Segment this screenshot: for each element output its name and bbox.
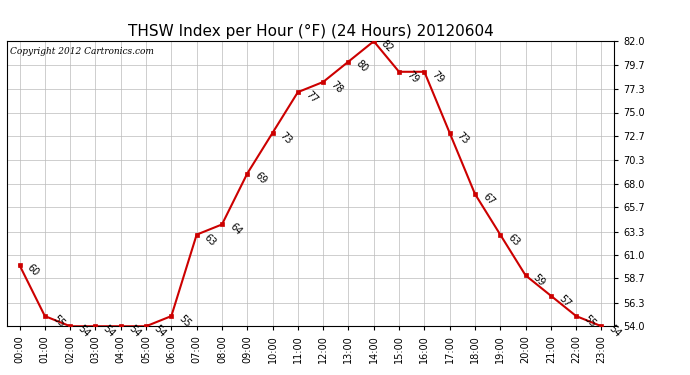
- Text: Copyright 2012 Cartronics.com: Copyright 2012 Cartronics.com: [10, 47, 154, 56]
- Text: 54: 54: [607, 324, 623, 339]
- Text: 63: 63: [202, 232, 218, 248]
- Text: 55: 55: [177, 313, 193, 329]
- Text: 57: 57: [556, 293, 572, 309]
- Text: 80: 80: [354, 59, 370, 75]
- Text: 77: 77: [304, 89, 319, 105]
- Text: 63: 63: [506, 232, 522, 248]
- Text: 54: 54: [152, 324, 168, 339]
- Text: 54: 54: [126, 324, 142, 339]
- Text: 55: 55: [582, 313, 598, 329]
- Text: 73: 73: [278, 130, 294, 146]
- Text: 54: 54: [101, 324, 117, 339]
- Text: 64: 64: [228, 222, 244, 237]
- Text: 59: 59: [531, 273, 547, 288]
- Title: THSW Index per Hour (°F) (24 Hours) 20120604: THSW Index per Hour (°F) (24 Hours) 2012…: [128, 24, 493, 39]
- Text: 79: 79: [404, 69, 420, 85]
- Text: 73: 73: [455, 130, 471, 146]
- Text: 79: 79: [430, 69, 446, 85]
- Text: 69: 69: [253, 171, 268, 186]
- Text: 67: 67: [480, 191, 496, 207]
- Text: 54: 54: [76, 324, 92, 339]
- Text: 60: 60: [25, 262, 41, 278]
- Text: 78: 78: [328, 79, 344, 95]
- Text: 82: 82: [380, 39, 395, 54]
- Text: 55: 55: [50, 313, 66, 329]
